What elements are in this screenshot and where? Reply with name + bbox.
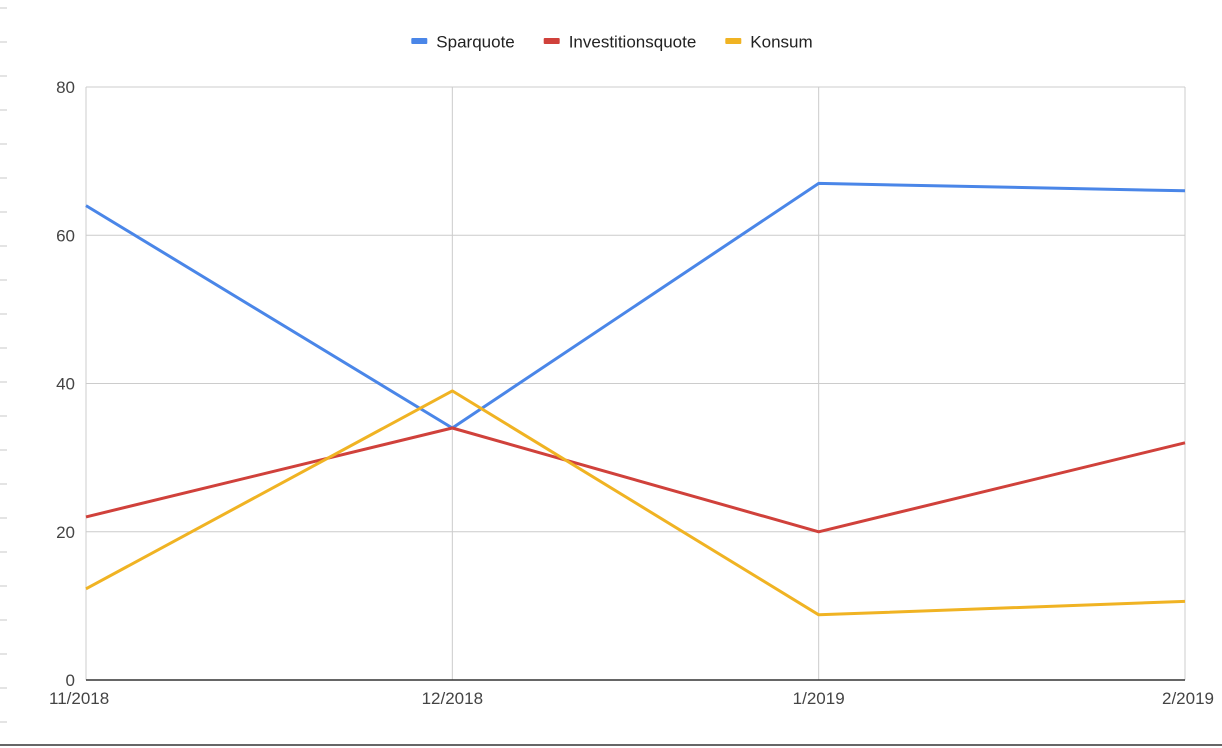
x-tick-label: 1/2019 xyxy=(793,689,845,708)
x-tick-label: 12/2018 xyxy=(422,689,483,708)
legend-swatch xyxy=(411,38,428,44)
y-tick-label: 20 xyxy=(56,523,75,542)
grid xyxy=(85,86,1186,680)
legend: Sparquote Investitionsquote Konsum xyxy=(411,32,813,51)
y-tick-label: 80 xyxy=(56,78,75,97)
y-tick-label: 40 xyxy=(56,375,75,394)
legend-label: Sparquote xyxy=(436,32,514,51)
x-axis: 11/2018 12/2018 1/2019 2/2019 xyxy=(49,679,1214,708)
legend-item: Investitionsquote xyxy=(543,32,697,51)
series-line xyxy=(85,426,1186,534)
legend-swatch xyxy=(725,38,742,44)
y-tick-label: 60 xyxy=(56,226,75,245)
y-tick-label: 0 xyxy=(66,671,75,690)
legend-item: Konsum xyxy=(725,32,813,51)
series-line xyxy=(85,389,1186,617)
legend-swatch xyxy=(543,38,560,44)
series-group xyxy=(85,181,1186,617)
legend-item: Sparquote xyxy=(411,32,515,51)
left-edge-decor xyxy=(0,7,7,723)
y-axis: 0 20 40 60 80 xyxy=(56,78,75,690)
series-line xyxy=(85,181,1186,430)
legend-label: Investitionsquote xyxy=(569,32,697,51)
legend-label: Konsum xyxy=(750,32,812,51)
x-tick-label: 2/2019 xyxy=(1162,689,1214,708)
x-tick-label: 11/2018 xyxy=(49,689,109,708)
